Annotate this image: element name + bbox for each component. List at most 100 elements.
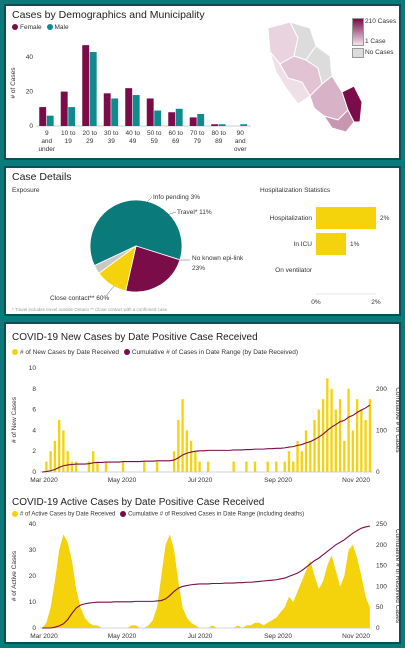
legend-male: Male xyxy=(54,24,69,31)
demo-xtick: 10 to xyxy=(61,130,76,137)
new-cases-bar xyxy=(143,461,146,472)
demo-xtick: 20 to xyxy=(83,130,98,137)
pie-leader xyxy=(163,211,177,217)
demo-xtick: 60 to xyxy=(169,130,184,137)
demo-xtick: 19 xyxy=(65,138,73,145)
demographics-legend: Female Male xyxy=(12,24,69,31)
new-cases-ylabel: # of New Cases xyxy=(11,396,18,443)
demo-ytick: 0 xyxy=(29,123,33,130)
female-bar xyxy=(39,107,47,126)
hosp-value: 2% xyxy=(380,215,390,222)
timeseries-panel: COVID-19 New Cases by Date Positive Case… xyxy=(4,322,401,644)
new-cases-bar xyxy=(283,461,286,472)
new-cases-bar xyxy=(177,420,180,472)
male-swatch xyxy=(46,24,53,31)
demo-ylabel: # of Cases xyxy=(10,67,17,99)
demo-xtick: 80 to xyxy=(212,130,227,137)
new-cases-bar xyxy=(309,440,312,472)
new-cases-bar xyxy=(347,388,350,472)
new-cases-y2tick: 200 xyxy=(376,386,387,393)
demo-xtick: 70 to xyxy=(190,130,205,137)
new-cases-bar xyxy=(185,430,189,472)
resolved-swatch xyxy=(120,511,127,517)
female-bar xyxy=(103,93,111,126)
male-bar xyxy=(132,95,140,126)
new-cases-bar xyxy=(343,440,346,472)
pie-leader xyxy=(145,196,153,204)
active-cases-legend1: # of Active Cases by Date Received xyxy=(20,511,116,518)
new-cases-bar xyxy=(57,420,61,472)
active-cases-y2tick: 250 xyxy=(376,521,387,528)
new-cases-xtick: Nov 2020 xyxy=(342,477,370,484)
new-cases-ytick: 10 xyxy=(29,365,37,372)
new-cases-bar xyxy=(53,440,57,472)
map-legend-none-swatch xyxy=(352,48,364,58)
hosp-xtick: 2% xyxy=(371,299,381,306)
active-cases-y2tick: 50 xyxy=(376,604,384,611)
new-cases-bar xyxy=(287,451,291,472)
new-cases-bar xyxy=(66,451,69,472)
new-cases-bar xyxy=(181,399,184,472)
female-bar xyxy=(168,112,176,126)
new-cases-bar xyxy=(355,399,359,472)
active-cases-y2tick: 0 xyxy=(376,625,380,632)
new-cases-xtick: Mar 2020 xyxy=(30,477,58,484)
female-bar xyxy=(60,91,68,126)
new-cases-cumulative-line xyxy=(42,404,371,473)
new-cases-bar xyxy=(45,461,48,472)
female-bar xyxy=(82,45,90,126)
pie-label-noepi-pct: 23% xyxy=(192,265,205,272)
new-cases-legend: # of New Cases by Date Received Cumulati… xyxy=(12,349,298,356)
female-bar xyxy=(189,117,197,126)
map-legend-none: No Cases xyxy=(365,49,394,56)
active-cases-chart: # of Active Cases Cumulative # of Resolve… xyxy=(11,521,399,640)
hosp-bar xyxy=(316,233,346,255)
new-cases-bar xyxy=(49,451,52,472)
hosp-xtick: 0% xyxy=(311,299,321,306)
demo-xtick: 89 xyxy=(215,138,223,145)
new-cases-bar xyxy=(296,440,299,472)
pie-label-close: Close contact** 60% xyxy=(50,295,109,302)
active-cases-swatch xyxy=(12,511,18,517)
demo-xtick: 40 to xyxy=(126,130,141,137)
pie-slice xyxy=(125,245,181,293)
demo-xtick: over xyxy=(234,146,247,153)
new-cases-legend1: # of New Cases by Date Received xyxy=(20,349,119,356)
new-cases-bar xyxy=(104,461,108,472)
new-cases-ytick: 8 xyxy=(32,386,36,393)
new-cases-bar xyxy=(275,461,278,472)
active-cases-cumulative-line xyxy=(42,525,370,629)
pie-label-noepi: No known epi-link xyxy=(192,255,244,262)
new-cases-bar xyxy=(317,409,320,472)
new-cases-y2tick: 0 xyxy=(376,469,380,476)
new-cases-bar xyxy=(368,399,372,472)
active-cases-title: COVID-19 Active Cases by Date Positive C… xyxy=(12,497,265,508)
pie-slice xyxy=(93,245,137,274)
new-cases-bar xyxy=(326,378,329,472)
active-cases-ytick: 40 xyxy=(29,521,37,528)
active-cases-ylabel: # of Active Cases xyxy=(11,550,18,601)
female-bar xyxy=(211,124,219,126)
pie-leader xyxy=(105,285,115,297)
demo-xtick: 49 xyxy=(129,138,137,145)
new-cases-bar xyxy=(198,461,201,472)
female-bar xyxy=(125,88,133,126)
map-legend-max: 210 Cases xyxy=(365,18,397,25)
new-cases-bar xyxy=(121,461,125,472)
demographics-panel: Cases by Demographics and Municipality F… xyxy=(4,4,401,160)
new-cases-bar xyxy=(266,461,269,472)
new-cases-bar xyxy=(155,461,159,472)
demo-xtick: 69 xyxy=(172,138,180,145)
active-cases-xtick: Nov 2020 xyxy=(342,633,370,640)
hosp-title: Hospitalization Statistics xyxy=(260,187,331,194)
new-cases-bar xyxy=(70,461,74,472)
demo-ytick: 40 xyxy=(26,54,34,61)
case-details-footnote: * Travel includes travel outside Ontario… xyxy=(12,307,168,312)
new-cases-ytick: 2 xyxy=(32,448,36,455)
exposure-pie-chart: Info pending 3% Travel* 11% No known epi-l… xyxy=(50,194,244,302)
exposure-label: Exposure xyxy=(12,187,40,194)
pie-label-info: Info pending 3% xyxy=(153,194,200,201)
female-bar xyxy=(146,98,154,126)
new-cases-bar xyxy=(304,430,308,472)
